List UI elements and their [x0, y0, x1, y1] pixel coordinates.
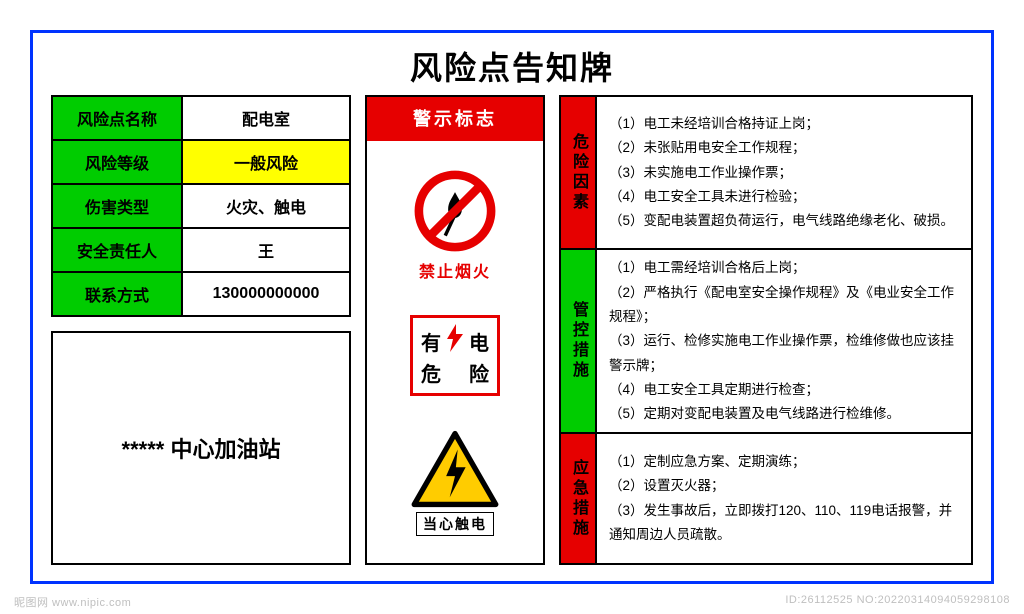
warning-body: 禁止烟火 有 电 危 险	[367, 141, 543, 563]
info-row-level: 风险等级 一般风险	[53, 141, 349, 185]
no-fire-icon	[412, 168, 498, 254]
item: （2）未张贴用电安全工作规程；	[609, 136, 959, 160]
section-body: （1）电工未经培训合格持证上岗； （2）未张贴用电安全工作规程； （3）未实施电…	[597, 97, 971, 248]
item: （2）设置灭火器；	[609, 474, 959, 498]
sign-title: 风险点告知牌	[33, 33, 991, 95]
bolt-icon	[443, 324, 467, 358]
item: （4）电工安全工具未进行检验；	[609, 185, 959, 209]
info-label: 风险点名称	[53, 97, 183, 139]
caution-label: 当心触电	[416, 512, 494, 536]
warning-column: 警示标志 禁止烟火 有	[365, 95, 545, 565]
section-body: （1）电工需经培训合格后上岗； （2）严格执行《配电室安全操作规程》及《电业安全…	[597, 250, 971, 432]
info-label: 伤害类型	[53, 185, 183, 227]
danger-electric-sign: 有 电 危 险	[410, 315, 500, 396]
section-control-measures: 管控措施 （1）电工需经培训合格后上岗； （2）严格执行《配电室安全操作规程》及…	[561, 250, 971, 434]
char: 险	[469, 358, 489, 387]
no-fire-label: 禁止烟火	[419, 258, 491, 282]
section-emergency-measures: 应急措施 （1）定制应急方案、定期演练； （2）设置灭火器； （3）发生事故后，…	[561, 434, 971, 563]
item: （4）电工安全工具定期进行检查；	[609, 378, 959, 402]
columns-wrap: 风险点名称 配电室 风险等级 一般风险 伤害类型 火灾、触电 安全责任人 王 联…	[33, 95, 991, 583]
info-row-harm: 伤害类型 火灾、触电	[53, 185, 349, 229]
info-label: 风险等级	[53, 141, 183, 183]
footer-watermark: 昵图网 www.nipic.com ID:26112525 NO:2022031…	[0, 594, 1024, 610]
item: （2）严格执行《配电室安全操作规程》及《电业安全工作规程》；	[609, 281, 959, 330]
warning-header: 警示标志	[367, 97, 543, 141]
info-value: 配电室	[183, 97, 349, 139]
info-table: 风险点名称 配电室 风险等级 一般风险 伤害类型 火灾、触电 安全责任人 王 联…	[51, 95, 351, 317]
left-column: 风险点名称 配电室 风险等级 一般风险 伤害类型 火灾、触电 安全责任人 王 联…	[51, 95, 351, 565]
footer-right: ID:26112525 NO:20220314094059298108	[785, 594, 1010, 610]
item: （5）定期对变配电装置及电气线路进行检维修。	[609, 402, 959, 426]
item: （5）变配电装置超负荷运行，电气线路绝缘老化、破损。	[609, 209, 959, 233]
caution-shock-sign: 当心触电	[410, 430, 500, 536]
item: （3）运行、检修实施电工作业操作票，检维修做也应该挂警示牌；	[609, 329, 959, 378]
char: 有	[421, 327, 441, 356]
section-heading: 应急措施	[561, 434, 597, 563]
info-value: 火灾、触电	[183, 185, 349, 227]
right-column: 危险因素 （1）电工未经培训合格持证上岗； （2）未张贴用电安全工作规程； （3…	[559, 95, 973, 565]
item: （3）发生事故后，立即拨打120、110、119电话报警，并通知周边人员疏散。	[609, 499, 959, 548]
info-label: 安全责任人	[53, 229, 183, 271]
section-risk-factors: 危险因素 （1）电工未经培训合格持证上岗； （2）未张贴用电安全工作规程； （3…	[561, 97, 971, 250]
item: （1）电工需经培训合格后上岗；	[609, 256, 959, 280]
section-heading: 危险因素	[561, 97, 597, 248]
section-heading: 管控措施	[561, 250, 597, 432]
no-fire-sign: 禁止烟火	[412, 168, 498, 282]
footer-left: 昵图网 www.nipic.com	[14, 594, 131, 610]
info-value: 130000000000	[183, 273, 349, 315]
sign-frame: 风险点告知牌 风险点名称 配电室 风险等级 一般风险 伤害类型 火灾、触电 安全…	[30, 30, 994, 584]
station-name: ***** 中心加油站	[51, 331, 351, 565]
char: 危	[421, 358, 441, 387]
info-row-contact: 联系方式 130000000000	[53, 273, 349, 317]
section-body: （1）定制应急方案、定期演练； （2）设置灭火器； （3）发生事故后，立即拨打1…	[597, 434, 971, 563]
item: （1）定制应急方案、定期演练；	[609, 450, 959, 474]
triangle-shock-icon	[410, 430, 500, 508]
item: （3）未实施电工作业操作票；	[609, 161, 959, 185]
info-row-person: 安全责任人 王	[53, 229, 349, 273]
info-value: 王	[183, 229, 349, 271]
char: 电	[469, 327, 489, 356]
info-row-name: 风险点名称 配电室	[53, 97, 349, 141]
info-value: 一般风险	[183, 141, 349, 183]
info-label: 联系方式	[53, 273, 183, 315]
item: （1）电工未经培训合格持证上岗；	[609, 112, 959, 136]
